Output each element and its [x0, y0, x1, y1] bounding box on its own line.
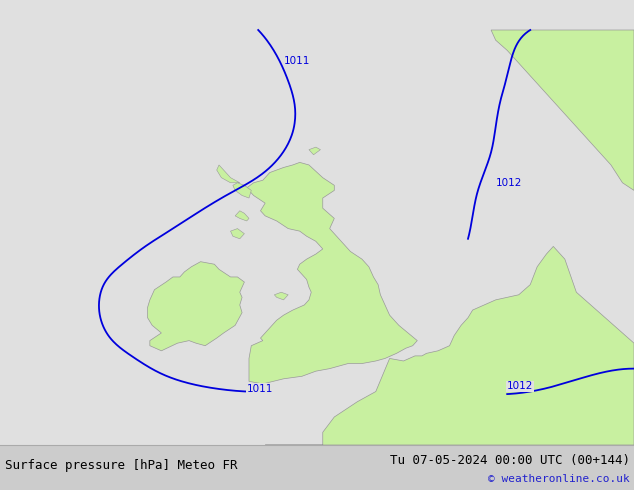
Polygon shape [247, 162, 417, 384]
Polygon shape [265, 246, 634, 445]
Polygon shape [231, 229, 244, 239]
Polygon shape [491, 30, 634, 191]
Text: © weatheronline.co.uk: © weatheronline.co.uk [488, 474, 630, 484]
Text: Surface pressure [hPa] Meteo FR: Surface pressure [hPa] Meteo FR [5, 459, 238, 472]
Polygon shape [275, 292, 288, 300]
Text: Tu 07-05-2024 00:00 UTC (00+144): Tu 07-05-2024 00:00 UTC (00+144) [390, 454, 630, 467]
Text: 1011: 1011 [247, 384, 273, 394]
Polygon shape [233, 183, 251, 198]
Polygon shape [309, 147, 320, 155]
Polygon shape [148, 262, 244, 351]
Text: 1012: 1012 [507, 381, 534, 392]
Polygon shape [217, 165, 240, 183]
Text: 1011: 1011 [283, 55, 310, 66]
Text: 1012: 1012 [496, 178, 522, 188]
Polygon shape [235, 211, 249, 221]
Bar [0, 445, 634, 490]
